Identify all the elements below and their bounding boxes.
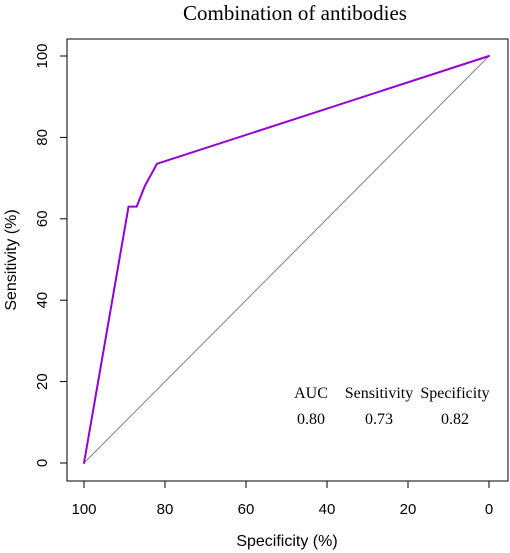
x-tick-label: 0: [485, 501, 493, 518]
y-tick-label: 20: [34, 373, 51, 390]
stat-value-specificity: 0.82: [441, 411, 469, 428]
roc-curve-point: [83, 462, 85, 464]
stat-value-sensitivity: 0.73: [365, 411, 393, 428]
chart-title: Combination of antibodies: [183, 1, 407, 25]
stat-header-specificity: Specificity: [420, 385, 489, 402]
y-tick-label: 40: [34, 292, 51, 309]
roc-curve-point: [143, 185, 146, 188]
roc-curve-point: [488, 55, 490, 57]
roc-curve-point: [155, 162, 158, 165]
stats-table: AUC Sensitivity Specificity 0.80 0.73 0.…: [294, 385, 490, 428]
y-tick-label: 100: [34, 43, 51, 68]
x-tick-label: 60: [238, 501, 255, 518]
x-axis-title: Specificity (%): [236, 533, 337, 550]
x-tick-label: 80: [157, 501, 174, 518]
x-tick-label: 100: [71, 501, 96, 518]
stat-header-sensitivity: Sensitivity: [345, 385, 413, 402]
roc-series: [83, 55, 490, 464]
y-tick-label: 80: [34, 129, 51, 146]
y-tick-label: 60: [34, 210, 51, 227]
stat-header-auc: AUC: [294, 385, 328, 402]
y-axis-title: Sensitivity (%): [3, 209, 20, 310]
roc-curve-point: [135, 205, 138, 208]
stat-value-auc: 0.80: [297, 411, 325, 428]
y-tick-label: 0: [34, 459, 51, 467]
diagonal-reference-line: [83, 55, 490, 464]
x-tick-label: 20: [400, 501, 417, 518]
roc-curve-point: [127, 205, 130, 208]
x-axis: 100 80 60 40 20 0: [71, 480, 493, 518]
y-axis: 0 20 40 60 80 100: [34, 43, 68, 467]
x-tick-label: 40: [319, 501, 336, 518]
roc-curve-line: [83, 55, 490, 464]
